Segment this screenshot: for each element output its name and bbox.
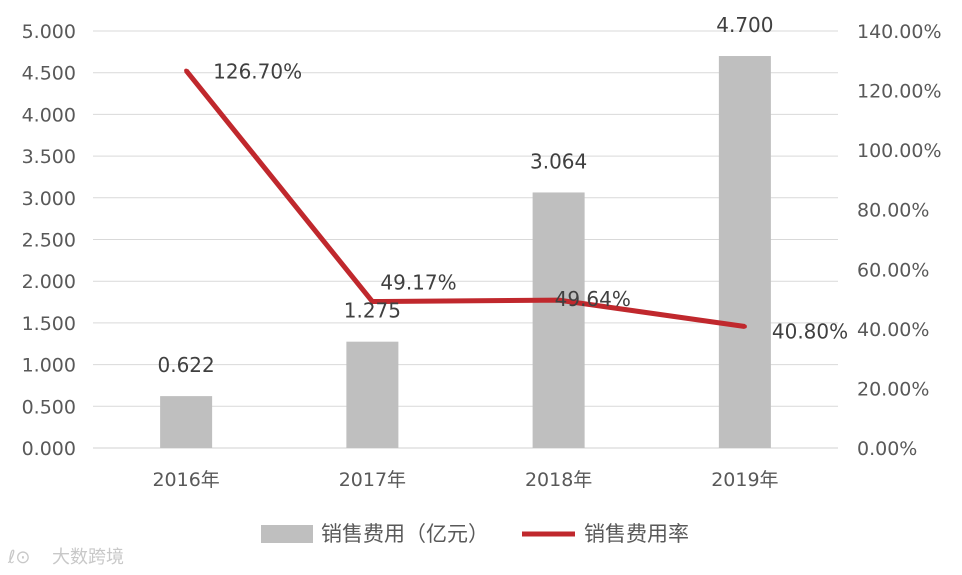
y-right-tick-label: 100.00% [857, 140, 942, 162]
line-point [742, 324, 747, 329]
bar [160, 396, 213, 448]
line-point [556, 298, 561, 303]
axis-layer: 0.000 0.500 1.000 1.500 2.000 2.500 3.000 3.500… [22, 21, 942, 491]
y-left-tick-label: 0.000 [22, 438, 76, 460]
y-left-tick-label: 5.000 [22, 21, 76, 43]
legend-bar-label: 销售费用（亿元） [321, 522, 489, 546]
line-data-label: 49.17% [380, 271, 456, 295]
line-point [184, 68, 189, 73]
bar [718, 56, 771, 449]
line-data-label: 49.64% [555, 287, 631, 311]
y-left-tick-label: 3.500 [22, 146, 76, 168]
x-tick-label: 2017年 [339, 469, 406, 491]
bar-data-label: 1.275 [344, 299, 401, 323]
y-left-tick-label: 3.000 [22, 188, 76, 210]
y-left-tick-label: 2.500 [22, 230, 76, 252]
legend-bar-swatch [261, 525, 313, 543]
bar-data-label: 0.622 [157, 353, 214, 377]
bar-layer [160, 56, 771, 449]
line-point [370, 299, 375, 304]
line-data-label: 126.70% [213, 60, 302, 84]
y-left-tick-label: 4.500 [22, 63, 76, 85]
grid-layer [93, 30, 838, 449]
y-left-tick-label: 1.500 [22, 313, 76, 335]
line-data-label: 40.80% [772, 319, 848, 343]
line-layer [184, 68, 747, 329]
watermark-logo-icon: ℓ⊙ [7, 547, 31, 568]
bar-data-label: 3.064 [530, 149, 587, 173]
y-left-tick-label: 0.500 [22, 396, 76, 418]
x-tick-label: 2018年 [525, 469, 592, 491]
bar [532, 192, 585, 448]
y-right-tick-label: 40.00% [857, 319, 929, 341]
legend-line-label: 销售费用率 [584, 522, 689, 546]
x-tick-label: 2019年 [711, 469, 778, 491]
label-layer: 0.622 1.275 3.064 4.700 126.70% 49.17% 49.64% 4… [157, 13, 848, 377]
watermark: ℓ⊙ 大数跨境 [7, 547, 124, 568]
y-right-tick-label: 140.00% [857, 21, 942, 43]
y-right-tick-label: 60.00% [857, 259, 929, 281]
y-left-tick-label: 2.000 [22, 271, 76, 293]
x-tick-label: 2016年 [152, 469, 219, 491]
legend: 销售费用（亿元） 销售费用率 [261, 522, 689, 546]
y-right-tick-label: 0.00% [857, 438, 917, 460]
watermark-text: 大数跨境 [52, 547, 124, 568]
bar [346, 341, 399, 448]
line-series [184, 69, 746, 329]
y-right-tick-label: 20.00% [857, 378, 929, 400]
y-left-tick-label: 4.000 [22, 104, 76, 126]
y-right-tick-label: 120.00% [857, 81, 942, 103]
y-right-tick-label: 80.00% [857, 200, 929, 222]
bar-data-label: 4.700 [716, 13, 773, 37]
y-left-tick-label: 1.000 [22, 355, 76, 377]
